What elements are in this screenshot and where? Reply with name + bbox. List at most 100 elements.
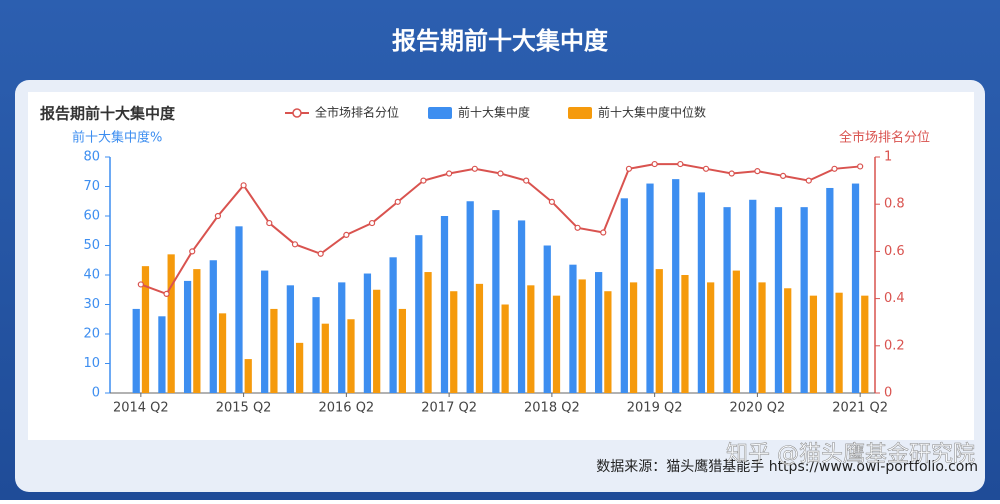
- legend-swatch: [568, 107, 592, 119]
- bar: [800, 207, 808, 393]
- line-point: [317, 250, 324, 257]
- bar: [295, 342, 304, 393]
- bar: [835, 292, 843, 393]
- chart-title: 报告期前十大集中度: [40, 105, 176, 123]
- bar: [321, 323, 329, 393]
- bar: [466, 201, 474, 393]
- bar: [578, 279, 586, 393]
- line-point: [677, 160, 684, 168]
- line-point: [600, 229, 607, 236]
- bar: [851, 183, 860, 393]
- bar: [774, 207, 783, 393]
- x-tick-label: 2021 Q2: [832, 401, 888, 416]
- bar: [809, 295, 818, 393]
- bar: [629, 282, 638, 393]
- bar: [167, 254, 175, 393]
- bar: [826, 187, 834, 393]
- line-point: [471, 165, 478, 172]
- line-point: [291, 241, 299, 248]
- bar: [398, 308, 406, 393]
- line-point: [651, 160, 658, 168]
- x-tick-label: 2016 Q2: [318, 401, 374, 416]
- bar: [312, 297, 320, 393]
- legend-label: 全市场排名分位: [315, 105, 399, 120]
- y-tick-label: 70: [83, 179, 100, 194]
- y2-tick-label: 1: [884, 150, 892, 165]
- bar: [784, 288, 792, 393]
- line-point: [446, 170, 453, 177]
- line-point: [420, 177, 427, 184]
- bar: [672, 179, 680, 393]
- y-tick-label: 40: [83, 268, 100, 283]
- line-point: [137, 281, 144, 288]
- bar: [373, 289, 381, 393]
- line-point: [574, 224, 581, 231]
- bar: [193, 269, 201, 393]
- bar: [501, 304, 509, 393]
- line-point: [805, 177, 812, 184]
- bar: [758, 282, 766, 393]
- watermark: 知乎 @猫头鹰基金研究院: [726, 442, 975, 467]
- bar: [132, 308, 140, 393]
- y2-tick-label: 0.4: [884, 291, 905, 306]
- source: 数据来源：猫头鹰猎基能手 https://www.owl-portfolio.c…: [596, 458, 978, 475]
- y-tick-label: 0: [92, 386, 100, 401]
- bar: [218, 313, 227, 393]
- bar: [655, 269, 663, 393]
- bar: [183, 280, 192, 393]
- line-point: [343, 231, 350, 238]
- bar: [286, 285, 294, 393]
- bar: [475, 283, 484, 393]
- x-tick-label: 2018 Q2: [524, 401, 580, 416]
- bar: [723, 207, 731, 393]
- y-axis-label: 前十大集中度%: [72, 130, 162, 146]
- bar: [235, 226, 243, 393]
- bar: [209, 260, 217, 393]
- bar: [861, 295, 869, 393]
- bar: [141, 266, 150, 393]
- y-tick-label: 50: [83, 238, 100, 253]
- legend-swatch: [428, 107, 452, 119]
- bar: [595, 272, 603, 393]
- bar: [347, 319, 355, 393]
- line-point: [548, 198, 555, 205]
- line-point: [266, 219, 273, 227]
- line-point: [163, 290, 170, 297]
- bar: [552, 295, 561, 393]
- bar: [697, 192, 706, 393]
- line-point: [368, 219, 376, 227]
- bar: [604, 291, 612, 393]
- line-point: [754, 168, 761, 175]
- bar: [363, 273, 372, 393]
- x-tick-label: 2014 Q2: [113, 401, 169, 416]
- bar: [732, 270, 740, 393]
- y2-tick-label: 0: [884, 386, 892, 401]
- line-point: [394, 198, 401, 205]
- x-tick-label: 2017 Q2: [421, 401, 477, 416]
- bar: [389, 257, 397, 393]
- line-point: [625, 165, 633, 172]
- line-point: [702, 165, 710, 172]
- legend-label: 前十大集中度: [458, 105, 530, 120]
- bar: [338, 282, 346, 393]
- bar: [415, 235, 423, 393]
- y-tick-label: 10: [83, 356, 100, 371]
- line-point: [523, 177, 530, 184]
- line-point: [831, 165, 838, 172]
- y-tick-label: 30: [83, 297, 100, 312]
- y2-axis-label: 全市场排名分位: [839, 130, 930, 146]
- bar: [620, 198, 628, 393]
- bar: [543, 245, 551, 393]
- bar: [527, 285, 535, 393]
- bar: [646, 183, 654, 393]
- y2-tick-label: 0.6: [884, 244, 905, 259]
- y-tick-label: 60: [83, 209, 100, 224]
- bar: [569, 264, 577, 393]
- x-tick-label: 2020 Q2: [730, 401, 786, 416]
- bar: [261, 270, 269, 393]
- bar: [158, 316, 166, 393]
- line-point: [240, 182, 247, 189]
- bar: [517, 220, 526, 393]
- line-point: [497, 170, 504, 177]
